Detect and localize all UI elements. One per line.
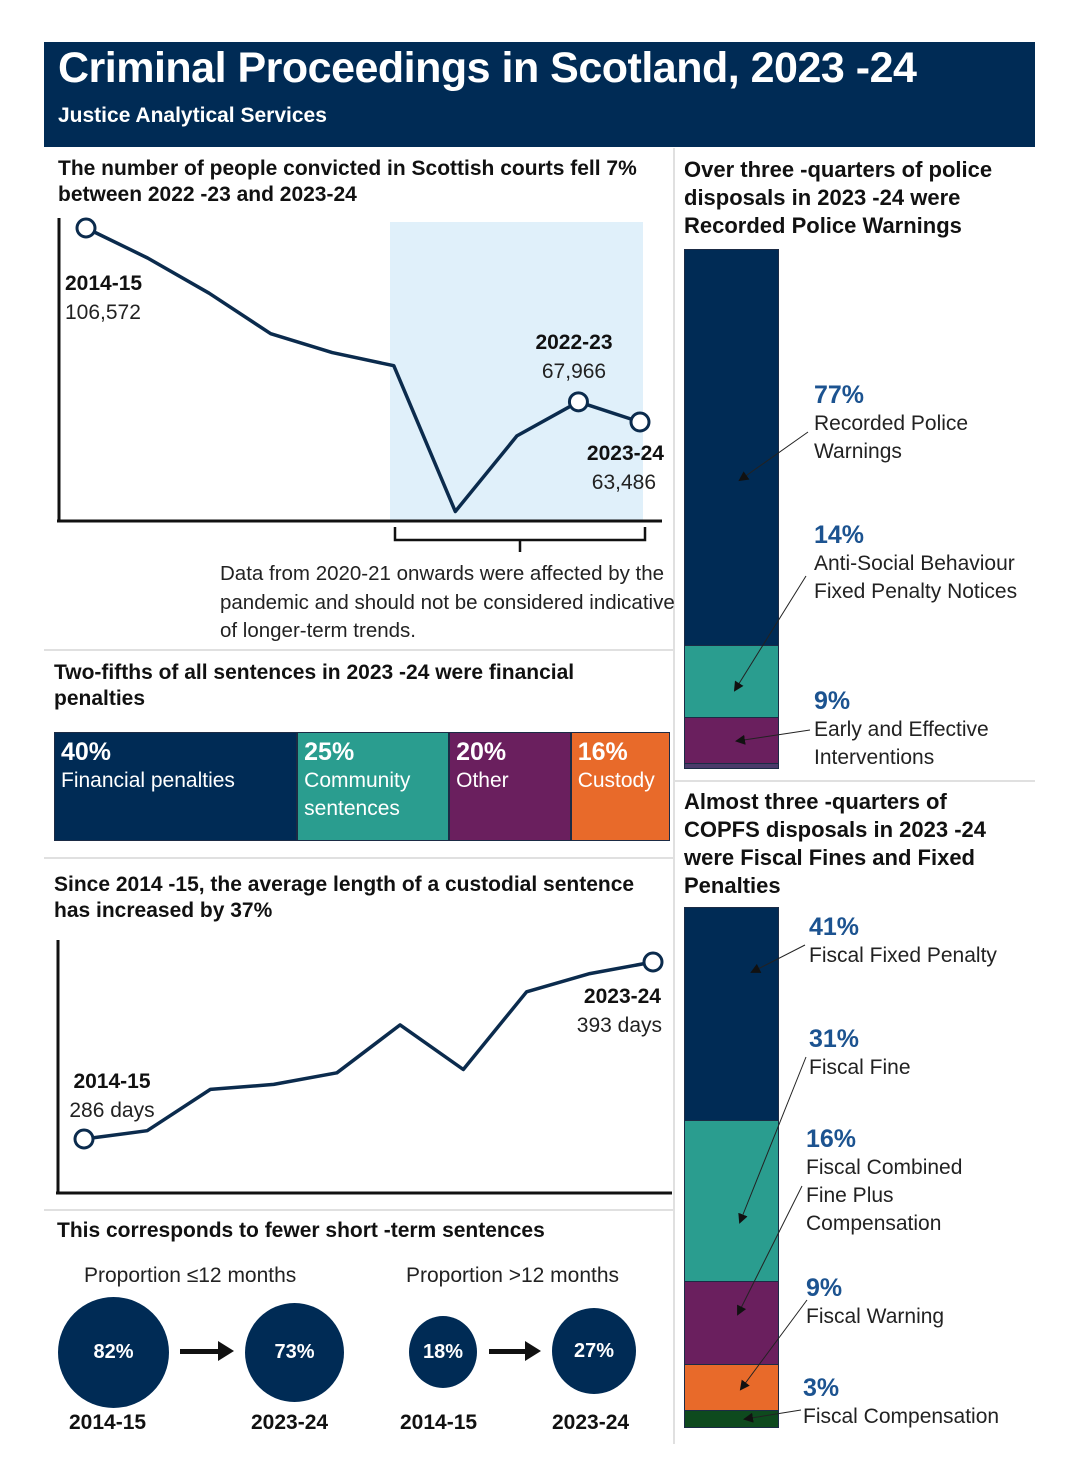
- stacked-segment-remainder: [685, 763, 778, 768]
- annotation-name: Anti-Social Behaviour Fixed Penalty Noti…: [814, 552, 1018, 603]
- year-label: 2014-15: [69, 1411, 147, 1434]
- copfs-annotation: 16% Fiscal Combined Fine Plus Compensati…: [806, 1124, 996, 1238]
- annotation-name: Recorded Police Warnings: [814, 412, 969, 463]
- mid-year-label: 2022-23: [535, 331, 612, 354]
- annotation-pct: 41%: [809, 913, 860, 941]
- last-year-label: 2023-24: [587, 442, 664, 465]
- annotation-name: Fiscal Warning: [806, 1305, 945, 1328]
- annotation-name: Fiscal Compensation: [803, 1405, 1000, 1428]
- segment-label: Financial penalties: [61, 769, 235, 792]
- column-divider: [673, 148, 675, 1444]
- police-annotation: 14% Anti-Social Behaviour Fixed Penalty …: [814, 520, 1034, 606]
- section-divider: [44, 1209, 674, 1211]
- circle-short-2014: 82%: [58, 1297, 169, 1408]
- stacked-segment: [685, 1281, 778, 1365]
- arrow-icon: [180, 1341, 234, 1361]
- first-value-label: 286 days: [69, 1099, 154, 1122]
- annotation-pct: 16%: [806, 1125, 857, 1153]
- circle-short-2023: 73%: [245, 1303, 344, 1402]
- annotation-pct: 31%: [809, 1025, 860, 1053]
- segment-label: Custody: [577, 769, 655, 792]
- annotation-name: Fiscal Fixed Penalty: [809, 944, 997, 967]
- stacked-segment: [685, 908, 778, 1121]
- pandemic-note: Data from 2020-21 onwards were affected …: [220, 562, 675, 642]
- annotation-pct: 9%: [814, 687, 851, 715]
- police-stacked-bar: [684, 249, 779, 769]
- year-label: 2014-15: [400, 1411, 478, 1434]
- segment-label: Community sentences: [304, 769, 411, 820]
- police-title: Over three -quarters of police disposals…: [684, 157, 993, 238]
- data-point-marker: [567, 391, 589, 413]
- copfs-stacked-bar: [684, 907, 779, 1428]
- sentences-stacked-bar: 40% Financial penalties 25% Community sente…: [54, 732, 670, 841]
- annotation-pct: 9%: [806, 1274, 843, 1302]
- custodial-title: Since 2014 -15, the average length of a …: [54, 873, 635, 922]
- segment-pct: 20%: [456, 738, 507, 766]
- pandemic-shaded-region: [390, 222, 643, 520]
- circle-long-2023: 27%: [552, 1308, 636, 1394]
- report-title: Criminal Proceedings in Scotland, 2023 -…: [58, 44, 917, 92]
- group-heading-short: Proportion ≤12 months: [84, 1264, 297, 1287]
- sentence-segment: 20% Other: [450, 733, 572, 840]
- sentence-segment: 40% Financial penalties: [55, 733, 299, 840]
- pandemic-bracket: [393, 527, 647, 552]
- data-point-marker: [75, 217, 97, 239]
- segment-label: Other: [456, 769, 509, 792]
- data-point-marker: [73, 1128, 95, 1150]
- report-header: Criminal Proceedings in Scotland, 2023 -…: [44, 42, 1035, 147]
- copfs-annotation: 31% Fiscal Fine: [809, 1024, 1034, 1082]
- data-point-marker: [642, 951, 664, 973]
- last-value-label: 63,486: [592, 471, 656, 494]
- section-divider: [675, 780, 1035, 782]
- annotation-pct: 14%: [814, 521, 865, 549]
- stacked-segment: [685, 645, 778, 718]
- data-point-marker: [629, 411, 651, 433]
- segment-pct: 16%: [577, 738, 628, 766]
- first-value-label: 106,572: [65, 301, 141, 324]
- annotation-name: Fiscal Fine: [809, 1056, 911, 1079]
- report-subtitle: Justice Analytical Services: [58, 104, 327, 127]
- stacked-segment: [685, 1411, 778, 1427]
- sentence-segment: 16% Custody: [571, 733, 669, 840]
- annotation-pct: 3%: [803, 1374, 840, 1402]
- convictions-title: The number of people convicted in Scotti…: [58, 157, 637, 206]
- copfs-annotation: 9% Fiscal Warning: [806, 1273, 1031, 1331]
- segment-pct: 25%: [304, 738, 355, 766]
- annotation-name: Early and Effective Interventions: [814, 718, 989, 769]
- first-year-label: 2014-15: [65, 272, 142, 295]
- sentences-title: Two-fifths of all sentences in 2023 -24 …: [54, 661, 575, 710]
- police-annotation: 77% Recorded Police Warnings: [814, 380, 1034, 466]
- annotation-name: Fiscal Combined Fine Plus Compensation: [806, 1156, 963, 1235]
- year-label: 2023-24: [251, 1411, 329, 1434]
- year-label: 2023-24: [552, 1411, 630, 1434]
- stacked-segment: [685, 1120, 778, 1282]
- series-line: [85, 226, 641, 514]
- segment-pct: 40%: [61, 738, 112, 766]
- copfs-annotation: 3% Fiscal Compensation: [803, 1373, 1033, 1431]
- first-year-label: 2014-15: [73, 1070, 150, 1093]
- series-line: [83, 960, 654, 1141]
- section-divider: [44, 649, 674, 651]
- arrow-icon: [489, 1341, 541, 1361]
- police-annotation: 9% Early and Effective Interventions: [814, 686, 1034, 772]
- copfs-title: Almost three -quarters of COPFS disposal…: [684, 789, 987, 898]
- group-heading-long: Proportion >12 months: [406, 1264, 620, 1287]
- last-value-label: 393 days: [577, 1014, 662, 1037]
- mid-value-label: 67,966: [542, 360, 606, 383]
- stacked-segment: [685, 250, 778, 646]
- sentence-segment: 25% Community sentences: [298, 733, 451, 840]
- short-term-title: This corresponds to fewer short -term se…: [57, 1219, 545, 1242]
- copfs-annotation: 41% Fiscal Fixed Penalty: [809, 912, 1034, 970]
- stacked-segment: [685, 717, 778, 764]
- annotation-pct: 77%: [814, 381, 865, 409]
- stacked-segment: [685, 1364, 778, 1412]
- section-divider: [44, 857, 674, 859]
- circle-long-2014: 18%: [409, 1316, 477, 1388]
- last-year-label: 2023-24: [584, 985, 661, 1008]
